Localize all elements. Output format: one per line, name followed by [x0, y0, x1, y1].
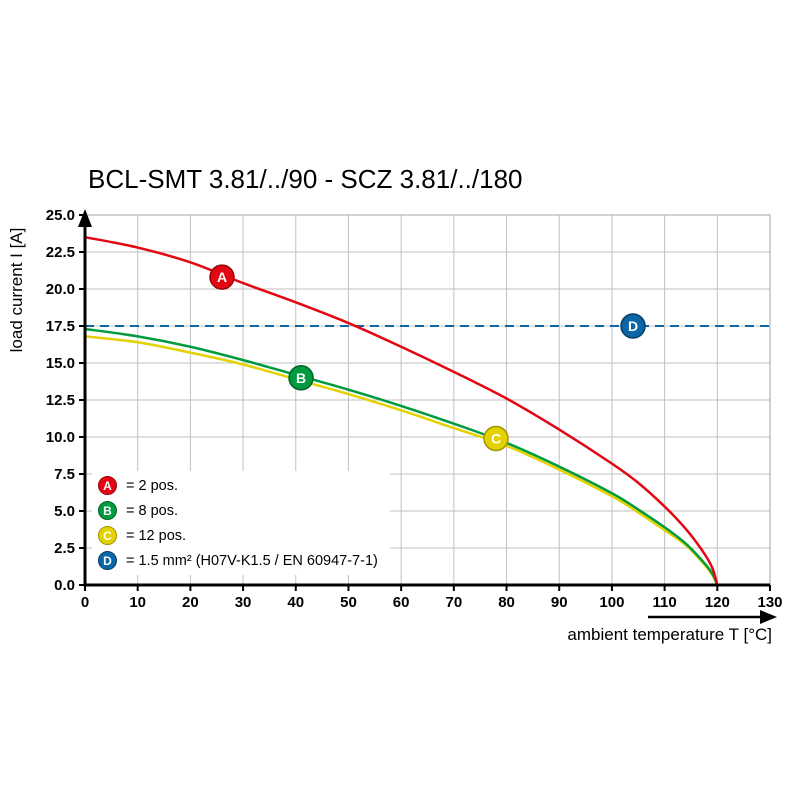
legend-badge-c: C [98, 526, 117, 545]
x-axis-arrow [760, 610, 777, 624]
y-tick-label: 5.0 [54, 503, 75, 520]
legend-item-c: C = 12 pos. [98, 526, 378, 545]
y-tick-label: 22.5 [46, 244, 75, 261]
legend-badge-b: B [98, 501, 117, 520]
x-tick-label: 110 [653, 594, 677, 611]
x-tick-label: 20 [182, 594, 199, 611]
y-tick-label: 17.5 [46, 318, 75, 335]
legend-label-a: = 2 pos. [126, 477, 178, 494]
legend-item-b: B = 8 pos. [98, 501, 378, 520]
y-tick-label: 20.0 [46, 281, 75, 298]
marker-B [288, 365, 314, 391]
x-tick-label: 70 [446, 594, 463, 611]
legend-badge-a: A [98, 476, 117, 495]
x-tick-label: 30 [235, 594, 252, 611]
marker-D [620, 313, 646, 339]
marker-letter-C: C [491, 430, 501, 446]
y-tick-label: 15.0 [46, 355, 75, 372]
y-axis-label: load current I [A] [7, 228, 26, 353]
marker-A [209, 264, 235, 290]
y-tick-label: 10.0 [46, 429, 75, 446]
x-tick-label: 10 [129, 594, 146, 611]
x-tick-label: 130 [757, 594, 782, 611]
x-tick-label: 80 [498, 594, 515, 611]
x-tick-label: 120 [705, 594, 730, 611]
legend-label-d: = 1.5 mm² (H07V-K1.5 / EN 60947-7-1) [126, 552, 378, 569]
x-tick-label: 50 [340, 594, 357, 611]
legend-item-a: A = 2 pos. [98, 476, 378, 495]
legend-item-d: D = 1.5 mm² (H07V-K1.5 / EN 60947-7-1) [98, 551, 378, 570]
marker-letter-A: A [217, 269, 227, 285]
x-axis-label: ambient temperature T [°C] [567, 625, 772, 644]
legend-badge-d: D [98, 551, 117, 570]
y-axis-arrow [78, 209, 92, 227]
x-tick-label: 100 [599, 594, 624, 611]
y-tick-label: 25.0 [46, 207, 75, 224]
x-tick-label: 40 [287, 594, 304, 611]
y-tick-label: 12.5 [46, 392, 75, 409]
legend-label-b: = 8 pos. [126, 502, 178, 519]
marker-letter-D: D [628, 318, 638, 334]
y-tick-label: 0.0 [54, 577, 75, 594]
marker-letter-B: B [296, 370, 306, 386]
x-tick-label: 60 [393, 594, 410, 611]
chart-title: BCL-SMT 3.81/../90 - SCZ 3.81/../180 [88, 164, 523, 194]
x-tick-label: 90 [551, 594, 568, 611]
legend-label-c: = 12 pos. [126, 527, 187, 544]
legend: A = 2 pos. B = 8 pos. C = 12 pos. D = 1.… [92, 471, 390, 575]
y-tick-label: 7.5 [54, 466, 75, 483]
y-tick-label: 2.5 [54, 540, 75, 557]
marker-C [483, 425, 509, 452]
x-tick-label: 0 [81, 594, 89, 611]
